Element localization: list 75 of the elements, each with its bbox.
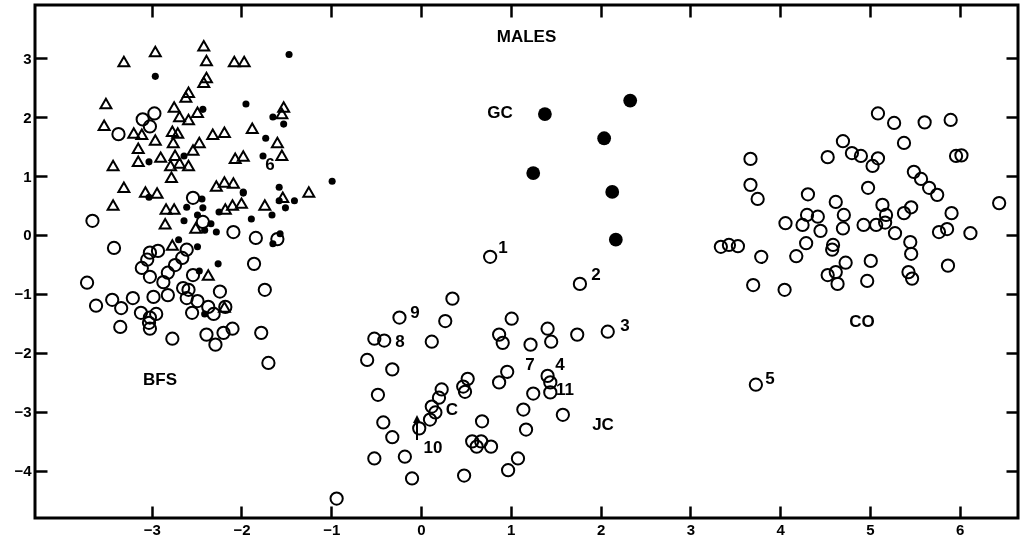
point	[199, 105, 207, 113]
y-tick-label: 2	[23, 108, 32, 126]
text: MALES	[496, 26, 557, 46]
point	[328, 177, 336, 185]
point	[275, 183, 283, 191]
point	[259, 152, 267, 160]
point	[207, 220, 215, 228]
point	[175, 236, 183, 244]
annotation: 5	[765, 369, 775, 388]
point	[183, 203, 191, 211]
point	[193, 211, 202, 219]
annotation: JC	[592, 415, 614, 434]
x-tick-label: −3	[143, 520, 161, 538]
point	[151, 72, 159, 80]
y-tick-label: −4	[14, 462, 33, 480]
point	[247, 215, 255, 223]
point	[290, 197, 298, 205]
annotation: GC	[487, 103, 513, 122]
x-tick-label: 3	[686, 520, 696, 538]
point	[276, 230, 284, 238]
annotation: BFS	[143, 370, 177, 389]
point	[180, 152, 188, 160]
point	[623, 93, 638, 108]
annotation: 1	[498, 238, 508, 257]
x-tick-label: 5	[866, 520, 875, 538]
y-tick-label: −2	[14, 344, 32, 362]
point	[212, 228, 220, 236]
point	[280, 120, 288, 128]
annotation: 7	[525, 355, 535, 374]
point	[215, 208, 223, 216]
annotation: 9	[410, 303, 420, 322]
point	[145, 193, 153, 201]
point	[269, 113, 277, 121]
point	[262, 134, 270, 142]
annotation: 3	[620, 316, 630, 335]
annotation: 2	[591, 265, 601, 284]
point	[605, 185, 620, 199]
x-tick-label: 0	[417, 520, 426, 538]
y-tick-label: −1	[14, 285, 32, 303]
point	[145, 158, 153, 166]
point	[281, 204, 289, 212]
point	[269, 240, 277, 248]
annotation: 10	[423, 438, 443, 457]
x-tick-label: −1	[323, 520, 341, 538]
y-tick-label: −3	[14, 403, 32, 421]
x-tick-label: 1	[507, 520, 516, 538]
point	[199, 204, 207, 212]
x-tick-label: 2	[596, 520, 606, 538]
y-tick-label: 1	[23, 167, 32, 185]
point	[214, 260, 222, 268]
point	[268, 211, 276, 219]
point	[242, 100, 250, 108]
point	[180, 217, 188, 225]
x-tick-label: −2	[233, 520, 251, 538]
point	[201, 226, 209, 234]
point	[195, 267, 203, 275]
point	[198, 195, 206, 203]
y-tick-label: 0	[23, 226, 32, 244]
annotation: 4	[555, 355, 566, 374]
point	[608, 232, 623, 247]
annotation: CO	[849, 312, 875, 331]
x-tick-label: 4	[776, 520, 786, 538]
point	[201, 310, 209, 318]
point	[193, 243, 202, 251]
point	[597, 131, 612, 146]
y-tick-label: 3	[23, 49, 32, 67]
x-tick-label: 6	[955, 520, 965, 538]
point	[285, 51, 293, 59]
point	[526, 166, 541, 180]
annotation: C	[445, 400, 459, 419]
annotation: 11	[556, 380, 574, 399]
annotation: 6	[265, 155, 275, 174]
point	[538, 107, 552, 121]
point	[275, 197, 283, 205]
annotation: 8	[395, 332, 405, 351]
